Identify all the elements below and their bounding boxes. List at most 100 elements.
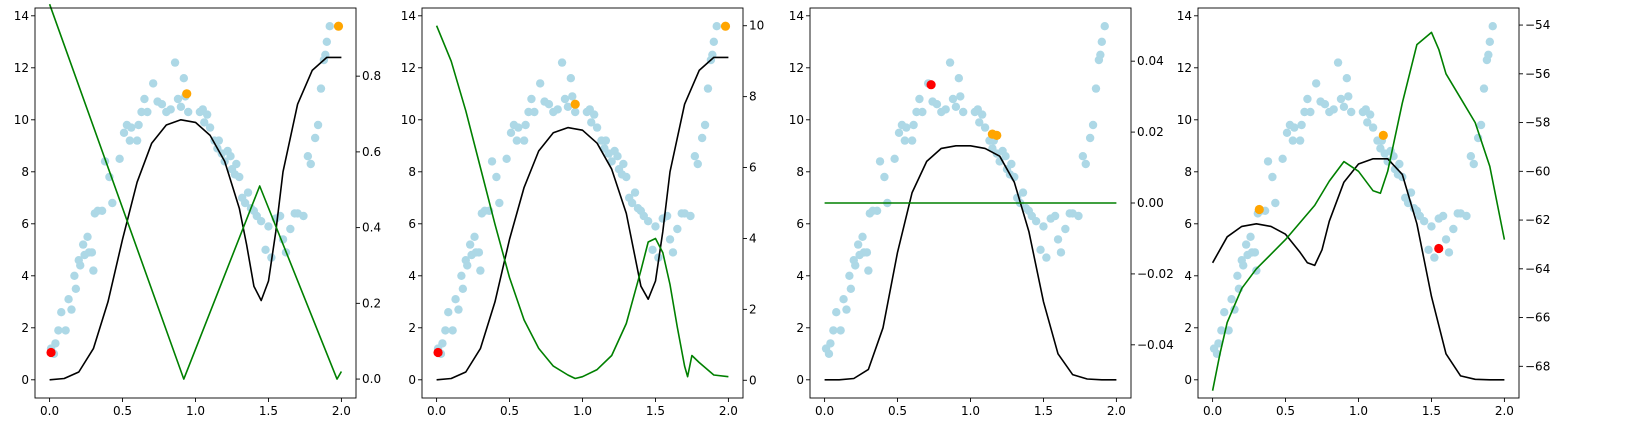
scatter-point xyxy=(306,159,315,169)
scatter-point xyxy=(1039,222,1048,231)
scatter-point xyxy=(226,152,235,161)
panel-4: 0.0 0.5 1.0 1.5 2.0 0 2 4 6 8 10 12 14 −68 −66 −64 −62 −6… xyxy=(1177,7,1550,418)
x-tick-label: 1.5 xyxy=(1034,404,1053,418)
scatter-point xyxy=(1479,84,1489,93)
scatter-point xyxy=(568,92,577,101)
y2-tick-label: −68 xyxy=(1525,359,1550,373)
scatter-point xyxy=(54,326,63,335)
scatter-point xyxy=(535,79,545,88)
scatter-point xyxy=(1081,159,1090,169)
y2-tick-label: 0.4 xyxy=(362,221,381,235)
x-tick-label: 0.5 xyxy=(1276,404,1295,418)
y-tick-label: 4 xyxy=(796,269,804,283)
scatter-point xyxy=(832,308,841,317)
scatter-point xyxy=(1042,253,1051,262)
y2-tick-label: 0.6 xyxy=(362,145,381,159)
scatter-point xyxy=(1239,261,1248,270)
scatter-point xyxy=(977,110,987,119)
scatter-point xyxy=(1441,235,1451,244)
scatter-point xyxy=(140,94,149,104)
highlight-red-point xyxy=(433,347,443,358)
x-tick-label: 2.0 xyxy=(1495,404,1514,418)
scatter-point xyxy=(256,217,266,226)
y-tick-label: 10 xyxy=(14,113,29,127)
y2-tick-label: 10 xyxy=(749,19,764,33)
scatter-point xyxy=(454,305,463,314)
scatter-point xyxy=(1462,211,1471,221)
scatter-point xyxy=(693,159,702,169)
scatter-point xyxy=(1485,37,1495,46)
highlight-orange-point xyxy=(333,21,344,31)
x-tick-label: 0.5 xyxy=(500,404,519,418)
highlight-orange-point xyxy=(1378,130,1388,140)
scatter-point xyxy=(1438,211,1448,221)
scatter-point xyxy=(824,349,834,358)
scatter-point xyxy=(1018,188,1028,197)
y-tick-label: 10 xyxy=(789,113,804,127)
y2-tick-label: 0.2 xyxy=(362,296,381,310)
scatter-point xyxy=(173,94,183,104)
y-tick-label: 0 xyxy=(408,373,416,387)
scatter-point xyxy=(322,37,332,46)
scatter-point xyxy=(438,339,447,348)
y2-tick-label: −56 xyxy=(1525,67,1550,81)
scatter-point xyxy=(544,100,554,109)
scatter-point xyxy=(299,211,308,221)
scatter-point xyxy=(89,266,98,275)
y-tick-label: 8 xyxy=(408,165,416,179)
scatter-point xyxy=(853,240,863,249)
scatter-point xyxy=(474,248,484,257)
y2-tick-label: −58 xyxy=(1525,116,1550,130)
panel-3: 0.0 0.5 1.0 1.5 2.0 0 2 4 6 8 10 12 14 −0.04 −0.02 0.00… xyxy=(789,7,1174,418)
scatter-point xyxy=(1333,58,1343,67)
green-curve xyxy=(1211,31,1506,391)
scatter-point xyxy=(132,136,142,145)
y-tick-label: 6 xyxy=(408,217,416,231)
scatter-point xyxy=(143,107,152,117)
scatter-series xyxy=(433,22,721,358)
x-tick-label: 1.0 xyxy=(1349,404,1368,418)
y-tick-label: 12 xyxy=(1177,61,1192,75)
scatter-point xyxy=(909,120,918,130)
highlight-orange-point xyxy=(992,130,1002,140)
highlight-orange-point xyxy=(720,21,731,31)
scatter-point xyxy=(842,305,851,314)
scatter-point xyxy=(264,222,273,231)
scatter-point xyxy=(157,100,167,109)
scatter-point xyxy=(890,154,899,163)
scatter-point xyxy=(902,123,911,132)
scatter-point xyxy=(137,107,146,117)
y2-tick-label: −0.04 xyxy=(1137,338,1174,352)
scatter-point xyxy=(1488,22,1497,31)
y2-tick-label: 6 xyxy=(749,161,757,175)
scatter-point xyxy=(70,271,79,280)
scatter-point xyxy=(829,326,838,335)
x-tick-label: 1.5 xyxy=(259,404,278,418)
scatter-point xyxy=(1365,110,1375,119)
scatter-point xyxy=(519,136,529,145)
scatter-point xyxy=(1268,172,1277,182)
scatter-point xyxy=(316,84,326,93)
scatter-point xyxy=(712,22,721,31)
scatter-point xyxy=(83,232,92,241)
scatter-point xyxy=(108,198,117,208)
scatter-point xyxy=(1476,120,1486,130)
scatter-point xyxy=(235,172,244,182)
y-tick-label: 12 xyxy=(789,61,804,75)
scatter-point xyxy=(495,198,504,208)
scatter-point xyxy=(1336,94,1346,104)
highlight-red-point xyxy=(1434,243,1444,254)
scatter-point xyxy=(956,92,965,101)
scatter-point xyxy=(1227,295,1236,304)
scatter-point xyxy=(1271,198,1280,208)
scatter-point xyxy=(444,308,453,317)
scatter-point xyxy=(912,107,921,117)
scatter-point xyxy=(845,271,854,280)
scatter-point xyxy=(1031,217,1041,226)
x-tick-label: 0.0 xyxy=(1203,404,1222,418)
scatter-point xyxy=(1329,105,1338,114)
scatter-point xyxy=(97,206,107,215)
y-tick-label: 4 xyxy=(408,269,416,283)
scatter-point xyxy=(587,118,596,127)
